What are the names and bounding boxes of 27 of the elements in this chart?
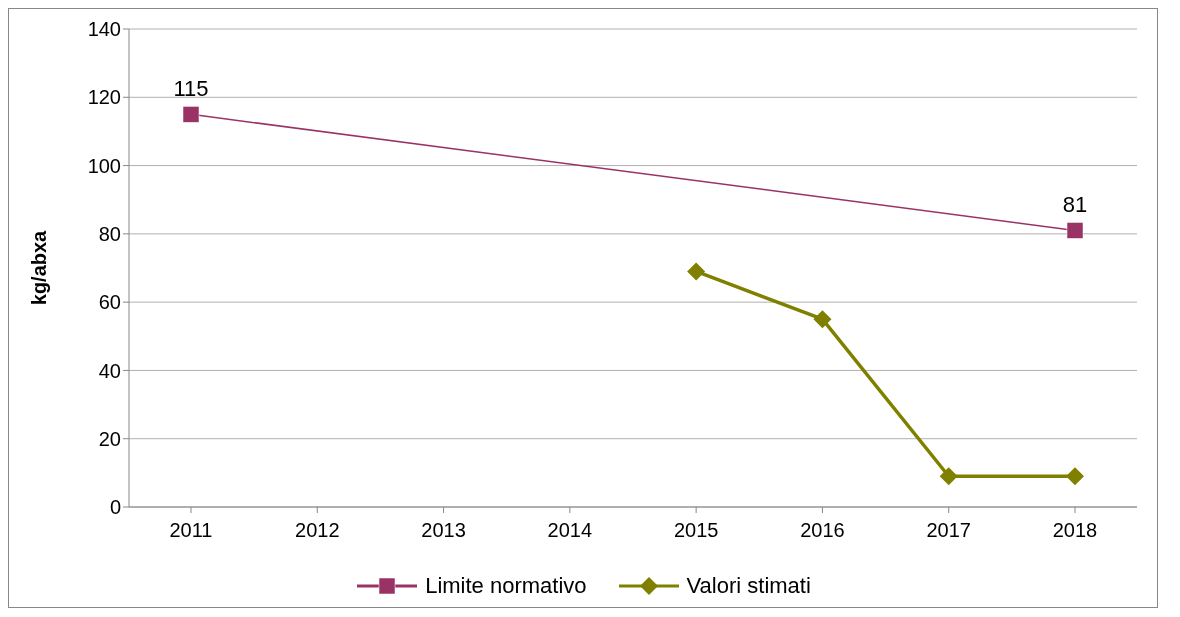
data-label: 81 <box>1062 192 1088 218</box>
x-tick-label: 2013 <box>421 519 466 542</box>
legend-label: Limite normativo <box>424 573 587 599</box>
point <box>1066 467 1084 486</box>
point <box>813 310 832 329</box>
point <box>939 467 958 486</box>
data-label: 115 <box>173 76 209 102</box>
y-axis-title: kg/abxa <box>28 229 51 306</box>
x-tick-label: 2015 <box>673 519 719 542</box>
legend-label: Valori stimati <box>685 573 811 599</box>
x-tick-label: 2016 <box>800 519 845 542</box>
x-tick-label: 2018 <box>1052 519 1098 542</box>
point <box>687 262 706 281</box>
y-tick-label: 0 <box>109 496 121 519</box>
x-tick-label: 2011 <box>169 519 213 542</box>
x-tick-label: 2012 <box>295 519 340 542</box>
point <box>182 106 200 123</box>
y-tick-label: 100 <box>87 154 121 177</box>
y-tick-label: 60 <box>98 291 121 314</box>
x-tick-label: 2017 <box>926 519 971 542</box>
y-tick-label: 40 <box>98 359 121 382</box>
y-tick-label: 80 <box>98 222 121 245</box>
y-tick-label: 20 <box>98 427 121 450</box>
y-tick-label: 140 <box>87 18 121 41</box>
y-tick-label: 120 <box>87 86 121 109</box>
point <box>1066 222 1084 239</box>
x-tick-label: 2014 <box>547 519 593 542</box>
